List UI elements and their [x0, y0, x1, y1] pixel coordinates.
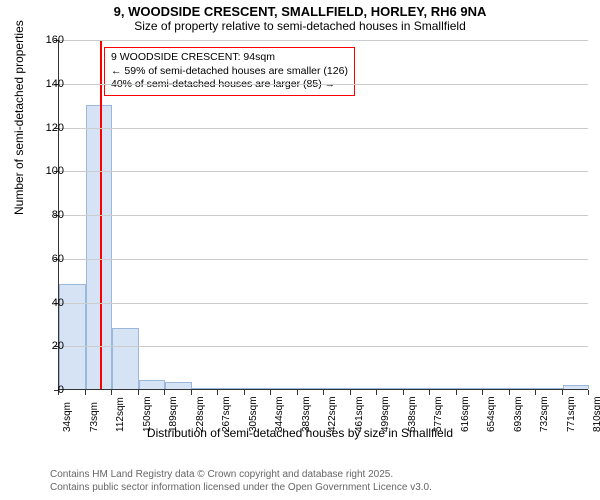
footer-line-2: Contains public sector information licen… [50, 481, 432, 494]
x-tick [323, 390, 324, 395]
bar [298, 388, 325, 389]
bar [483, 388, 510, 389]
x-tick [217, 390, 218, 395]
annotation-line-2: ← 59% of semi-detached houses are smalle… [111, 65, 348, 79]
x-axis-label: Distribution of semi-detached houses by … [0, 426, 600, 440]
y-tick-label: 40 [28, 297, 64, 309]
bar [430, 388, 457, 389]
grid-line [59, 215, 588, 216]
x-tick [588, 390, 589, 395]
grid-line [59, 128, 588, 129]
bar [351, 388, 378, 389]
footer: Contains HM Land Registry data © Crown c… [50, 468, 432, 494]
x-tick [562, 390, 563, 395]
y-axis-label: Number of semi-detached properties [12, 20, 26, 215]
x-tick [535, 390, 536, 395]
x-tick [376, 390, 377, 395]
grid-line [59, 171, 588, 172]
x-tick [111, 390, 112, 395]
footer-line-1: Contains HM Land Registry data © Crown c… [50, 468, 432, 481]
bar [192, 388, 219, 389]
x-tick [191, 390, 192, 395]
bar [536, 388, 563, 389]
y-tick-label: 140 [28, 78, 64, 90]
x-tick [456, 390, 457, 395]
bar [510, 388, 537, 389]
x-tick [482, 390, 483, 395]
y-tick-label: 0 [28, 384, 64, 396]
y-tick-label: 80 [28, 209, 64, 221]
x-tick [270, 390, 271, 395]
x-tick [350, 390, 351, 395]
plot-area: 9 WOODSIDE CRESCENT: 94sqm ← 59% of semi… [58, 40, 588, 390]
x-tick [244, 390, 245, 395]
bar [271, 388, 298, 389]
grid-line [59, 40, 588, 41]
grid-line [59, 303, 588, 304]
x-tick [138, 390, 139, 395]
bar [112, 328, 139, 389]
y-tick-label: 60 [28, 253, 64, 265]
x-tick [509, 390, 510, 395]
bar [377, 388, 404, 389]
grid-line [59, 346, 588, 347]
x-tick [85, 390, 86, 395]
grid-line [59, 84, 588, 85]
bar [563, 385, 590, 389]
y-tick-label: 120 [28, 122, 64, 134]
bar [404, 388, 431, 389]
chart-area: 9 WOODSIDE CRESCENT: 94sqm ← 59% of semi… [58, 40, 588, 420]
bar [139, 380, 166, 389]
annotation-line-1: 9 WOODSIDE CRESCENT: 94sqm [111, 51, 348, 65]
x-tick [403, 390, 404, 395]
chart-title: 9, WOODSIDE CRESCENT, SMALLFIELD, HORLEY… [0, 0, 600, 19]
annotation-box: 9 WOODSIDE CRESCENT: 94sqm ← 59% of semi… [104, 47, 355, 96]
y-tick-label: 20 [28, 340, 64, 352]
grid-line [59, 259, 588, 260]
bar [165, 382, 192, 389]
bar [457, 388, 484, 389]
bar [245, 388, 272, 389]
bar [324, 388, 351, 389]
annotation-line-3: 40% of semi-detached houses are larger (… [111, 78, 348, 92]
chart-subtitle: Size of property relative to semi-detach… [0, 19, 600, 35]
x-tick [297, 390, 298, 395]
x-tick [429, 390, 430, 395]
y-tick-label: 160 [28, 34, 64, 46]
bar [218, 388, 245, 389]
x-tick [164, 390, 165, 395]
y-tick-label: 100 [28, 165, 64, 177]
